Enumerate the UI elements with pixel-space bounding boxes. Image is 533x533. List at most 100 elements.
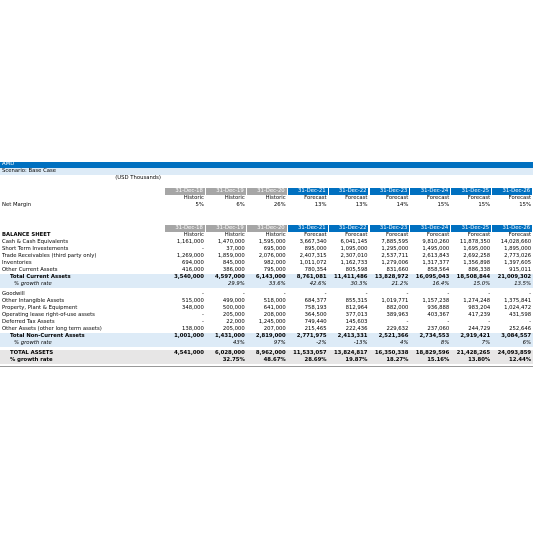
value: 4,541,000 [174,350,204,356]
value: 15% [478,202,491,208]
value: 1,019,771 [381,298,409,304]
value: 845,000 [222,260,245,266]
basis-label: Forecast [508,195,532,201]
value: 15% [437,202,450,208]
value: 6% [236,202,245,208]
value: 641,000 [263,305,286,311]
value: 2,407,315 [299,253,327,259]
value: 4,597,000 [214,274,245,280]
value: 18,508,844 [456,274,491,280]
value: 13% [355,202,368,208]
value: 1,397,605 [504,260,532,266]
basis-label: Forecast [426,232,450,238]
value: 2,819,000 [255,333,286,339]
row-label: Other Assets (other long term assets) [2,326,102,332]
value: 805,598 [345,267,368,273]
value: - [201,312,204,318]
date-header: 31-Dec-19 [205,225,246,232]
value: - [324,291,327,297]
value: 1,356,898 [463,260,491,266]
date-header: 31-Dec-18 [165,188,205,195]
value: 8,761,081 [296,274,327,280]
value: 13,828,972 [374,274,409,280]
value: - [488,291,491,297]
row-label: Other Current Assets [2,267,58,273]
value: 21,009,302 [497,274,532,280]
row-label: % growth rate [14,340,52,346]
value: 5% [195,202,204,208]
value: 500,000 [222,305,245,311]
value: 7,885,595 [381,239,409,245]
value: 758,193 [304,305,327,311]
value: 386,000 [222,267,245,273]
value: 499,000 [222,298,245,304]
value: - [283,291,286,297]
value: 1,495,000 [422,246,450,252]
value: 244,729 [468,326,491,332]
row-label: Deferred Tax Assets [2,319,55,325]
value: 42.6% [309,281,327,287]
basis-label: Forecast [345,232,368,238]
value: 2,773,026 [504,253,532,259]
row-label: Operating lease right-of-use assets [2,312,95,318]
value: 207,000 [263,326,286,332]
value: -13% [353,340,368,346]
value: 2,613,843 [422,253,450,259]
value: 886,338 [468,267,491,273]
basis-label: Historic [183,195,204,201]
value: 982,000 [263,260,286,266]
value: 37,000 [226,246,245,252]
company-bar [0,162,533,168]
value: 1,279,006 [381,260,409,266]
value: 33.6% [268,281,286,287]
value: 237,060 [427,326,450,332]
value: - [406,291,409,297]
row-label: Property, Plant & Equipment [2,305,78,311]
basis-label: Forecast [304,195,327,201]
value: - [447,291,450,297]
basis-label: Forecast [345,195,368,201]
value: 882,000 [386,305,409,311]
value: 6,028,000 [214,350,245,356]
basis-label: Historic [265,195,286,201]
date-header: 31-Dec-24 [410,188,451,195]
value: 12.44% [509,357,532,363]
value: 1,274,248 [463,298,491,304]
value: 831,660 [386,267,409,273]
value: -2% [316,340,327,346]
value: 252,646 [509,326,532,332]
value: 16.4% [432,281,450,287]
value: 1,695,000 [463,246,491,252]
basis-label: Forecast [467,232,491,238]
value: 145,603 [345,319,368,325]
value: 983,204 [468,305,491,311]
value: 417,239 [468,312,491,318]
value: 2,521,366 [378,333,409,339]
row-label: % growth rate [14,281,52,287]
row-band [0,281,533,288]
row-label: Cash & Cash Equivalents [2,239,69,245]
value: 13.80% [468,357,491,363]
value: - [201,246,204,252]
value: 13% [314,202,327,208]
value: - [201,319,204,325]
value: 1,162,733 [340,260,368,266]
value: 684,377 [304,298,327,304]
basis-label: Forecast [385,195,409,201]
value: 28.69% [304,357,327,363]
value: 780,354 [304,267,327,273]
value: - [201,291,204,297]
value: 30.3% [350,281,368,287]
value: 15% [519,202,532,208]
value: 43% [233,340,245,346]
value: 3,667,340 [299,239,327,245]
value: 18,829,596 [415,350,450,356]
date-header: 31-Dec-23 [369,188,410,195]
value: 389,963 [386,312,409,318]
date-header: 31-Dec-24 [410,225,451,232]
value: - [365,291,368,297]
value: 1,295,000 [381,246,409,252]
value: 11,878,350 [459,239,491,245]
scenario-bar [0,168,533,175]
value: 13,824,817 [333,350,368,356]
